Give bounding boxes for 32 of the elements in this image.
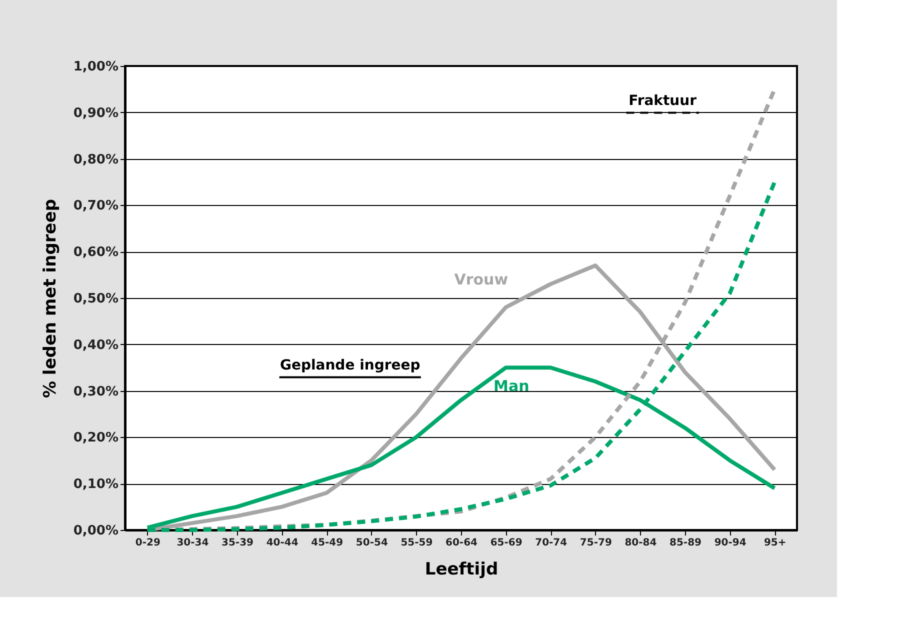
y-tick-label: 1,00% xyxy=(73,60,118,74)
y-tick-label: 0,60% xyxy=(73,245,118,260)
x-tick-label: 95+ xyxy=(764,538,786,548)
x-tick-label: 35-39 xyxy=(222,538,254,548)
x-tick-label: 30-34 xyxy=(176,538,209,548)
x-tick-label: 70-74 xyxy=(535,538,568,548)
x-tick-label: 0-29 xyxy=(135,538,160,548)
annotation: Fraktuur xyxy=(628,92,697,109)
y-tick-label: 0,50% xyxy=(73,292,118,306)
y-tick-label: 0,10% xyxy=(73,477,118,492)
y-tick-label: 0,30% xyxy=(73,384,118,400)
y-tick-label: 0,20% xyxy=(73,430,118,446)
annotation: Geplande ingreep xyxy=(280,357,420,374)
x-tick-label: 85-89 xyxy=(670,538,702,548)
y-tick-label: 0,40% xyxy=(73,338,118,353)
series-label: Vrouw xyxy=(454,270,508,288)
x-tick-label: 65-69 xyxy=(490,538,522,548)
y-tick-label: 0,00% xyxy=(73,524,118,538)
x-axis-title: Leeftijd xyxy=(424,560,498,580)
x-tick-label: 50-54 xyxy=(356,538,388,548)
y-axis-title: % leden met ingreep xyxy=(40,198,60,398)
y-tick-label: 0,70% xyxy=(73,198,118,214)
x-tick-label: 60-64 xyxy=(446,538,478,548)
x-tick-label: 90-94 xyxy=(714,538,746,548)
y-tick-label: 0,90% xyxy=(73,106,118,121)
x-tick-label: 40-44 xyxy=(266,538,298,548)
y-tick-label: 0,80% xyxy=(73,152,118,168)
series-label: Man xyxy=(494,377,530,396)
x-tick-label: 80-84 xyxy=(624,538,657,548)
x-tick-label: 55-59 xyxy=(400,538,433,548)
x-tick-label: 45-49 xyxy=(311,538,344,548)
x-tick-label: 75-79 xyxy=(580,538,612,548)
